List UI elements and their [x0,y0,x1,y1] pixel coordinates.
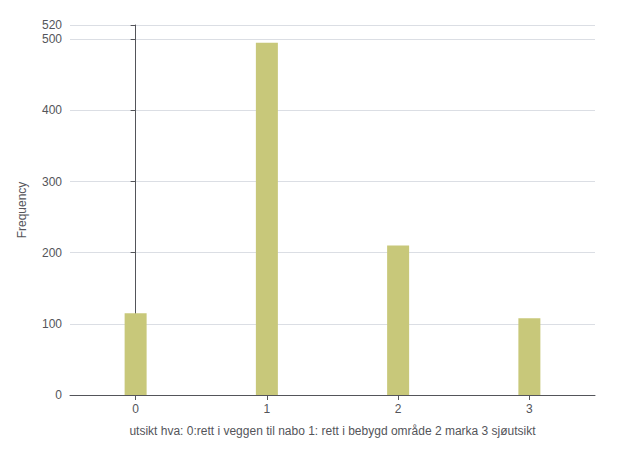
svg-text:utsikt hva: 0:rett i veggen ti: utsikt hva: 0:rett i veggen til nabo 1: … [129,424,536,438]
svg-text:500: 500 [42,32,62,46]
svg-text:200: 200 [42,246,62,260]
svg-text:0: 0 [55,388,62,402]
svg-text:1: 1 [264,402,271,416]
svg-text:100: 100 [42,317,62,331]
svg-text:3: 3 [526,402,533,416]
svg-text:520: 520 [42,18,62,32]
svg-text:Frequency: Frequency [15,182,29,239]
svg-text:0: 0 [132,402,139,416]
svg-text:2: 2 [395,402,402,416]
svg-text:300: 300 [42,175,62,189]
svg-text:400: 400 [42,103,62,117]
